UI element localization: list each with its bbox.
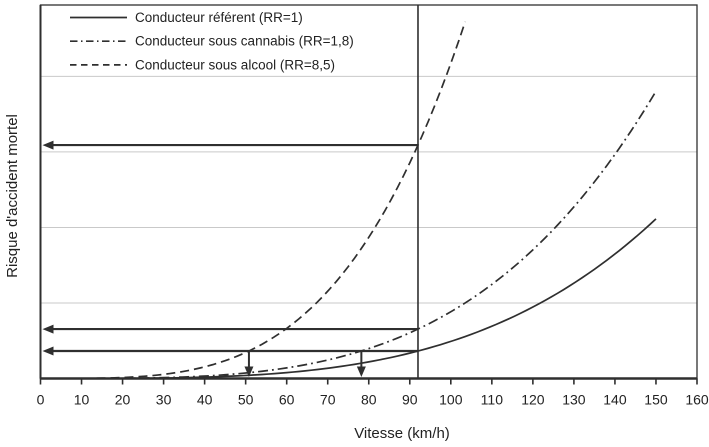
- x-tick-label: 50: [238, 392, 254, 408]
- left-arrowhead-icon: [42, 140, 54, 150]
- x-tick-label: 110: [481, 392, 504, 408]
- legend-label: Conducteur sous alcool (RR=8,5): [135, 57, 335, 72]
- x-tick-label: 10: [74, 392, 90, 408]
- gridlines: [40, 75, 697, 304]
- x-tick-label: 130: [562, 392, 586, 408]
- x-tick-label: 30: [156, 392, 172, 408]
- x-tick-label: 90: [402, 392, 418, 408]
- x-tick-label: 0: [37, 392, 45, 408]
- x-tick-label: 150: [644, 392, 668, 408]
- x-tick-label: 100: [439, 392, 463, 408]
- legend-label: Conducteur référent (RR=1): [135, 10, 303, 25]
- x-tick-label: 120: [521, 392, 545, 408]
- legend: Conducteur référent (RR=1) Conducteur sou…: [70, 10, 354, 72]
- y-axis-title: Risque d'accident mortel: [4, 114, 21, 278]
- annotations: [42, 5, 419, 379]
- x-axis-title: Vitesse (km/h): [354, 425, 450, 442]
- down-arrowhead-icon: [356, 366, 366, 377]
- x-tick-label: 160: [685, 392, 709, 408]
- x-tick-label: 20: [115, 392, 131, 408]
- x-axis-ticks: 0 10 20 30 40 50 60 70 80 90 100 110 120 130 140 150 160: [37, 378, 709, 408]
- curve-dashed: [40, 21, 466, 380]
- x-tick-label: 40: [197, 392, 213, 408]
- x-tick-label: 60: [279, 392, 295, 408]
- left-arrowhead-icon: [42, 324, 54, 334]
- x-tick-label: 80: [361, 392, 377, 408]
- curve-solid: [40, 218, 657, 380]
- legend-label: Conducteur sous cannabis (RR=1,8): [135, 34, 354, 49]
- down-arrowhead-icon: [244, 366, 254, 377]
- left-arrowhead-icon: [42, 346, 54, 356]
- x-tick-label: 70: [320, 392, 336, 408]
- x-tick-label: 140: [603, 392, 627, 408]
- series-curves: [40, 21, 657, 380]
- curve-dash-dot: [40, 90, 657, 380]
